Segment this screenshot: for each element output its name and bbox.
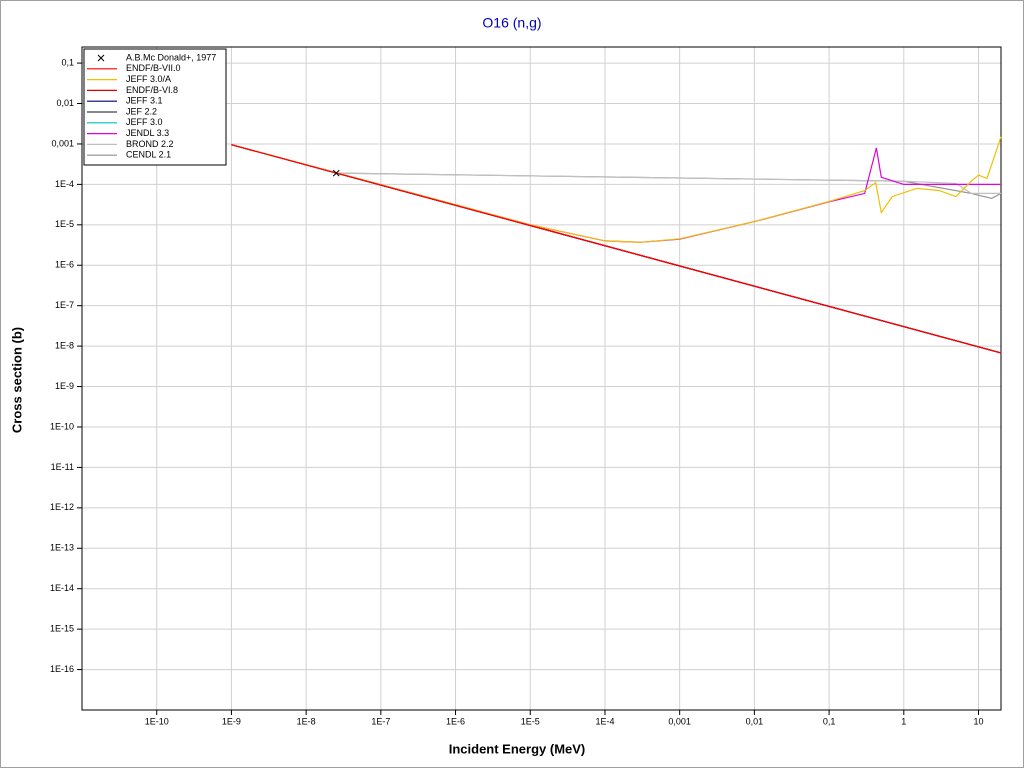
y-tick-label: 1E-9	[55, 381, 74, 391]
y-tick-label: 1E-8	[55, 340, 74, 350]
y-tick-label: 0,1	[61, 57, 74, 67]
y-tick-label: 1E-6	[55, 260, 74, 270]
legend-label: ENDF/B-VII.0	[126, 63, 181, 73]
x-tick-label: 1E-4	[595, 716, 614, 726]
x-tick-label: 1E-8	[297, 716, 316, 726]
x-tick-label: 1E-5	[521, 716, 540, 726]
y-tick-label: 1E-11	[51, 462, 74, 472]
y-tick-label: 1E-14	[50, 583, 74, 593]
x-tick-label: 0,1	[823, 716, 836, 726]
x-tick-label: 1E-9	[222, 716, 241, 726]
y-tick-label: 1E-4	[55, 179, 74, 189]
x-axis-label: Incident Energy (MeV)	[449, 741, 586, 756]
y-tick-label: 1E-12	[50, 502, 74, 512]
y-tick-label: 1E-13	[50, 543, 74, 553]
series-line	[231, 136, 1002, 243]
legend-label: JEFF 3.1	[126, 96, 163, 106]
legend-label: A.B.Mc Donald+, 1977	[126, 52, 216, 62]
x-tick-label: 0,01	[746, 716, 764, 726]
y-axis-label: Cross section (b)	[9, 327, 24, 433]
x-tick-label: 1E-7	[371, 716, 390, 726]
series-line	[336, 172, 1001, 194]
y-tick-label: 1E-16	[50, 664, 74, 674]
x-tick-label: 1E-6	[446, 716, 465, 726]
legend-label: JEF 2.2	[126, 106, 157, 116]
y-tick-label: 1E-7	[55, 300, 74, 310]
y-tick-label: 1E-10	[50, 421, 74, 431]
data-point	[97, 54, 105, 62]
legend-label: JEFF 3.0/A	[126, 74, 171, 84]
legend-label: CENDL 2.1	[126, 150, 171, 160]
x-tick-label: 0,001	[668, 716, 691, 726]
y-tick-label: 1E-5	[55, 219, 74, 229]
legend-label: JEFF 3.0	[126, 117, 163, 127]
legend-label: BROND 2.2	[126, 139, 174, 149]
y-tick-label: 1E-15	[50, 624, 74, 634]
legend-label: JENDL 3.3	[126, 128, 169, 138]
plot-border	[81, 46, 1002, 711]
x-tick-label: 10	[974, 716, 984, 726]
x-tick-label: 1	[901, 716, 906, 726]
x-tick-label: 1E-10	[145, 716, 169, 726]
series-line	[231, 144, 1002, 354]
chart-title: O16 (n,g)	[482, 15, 541, 31]
y-tick-label: 0,01	[56, 98, 74, 108]
legend-label: ENDF/B-VI.8	[126, 85, 178, 95]
data-point	[332, 169, 340, 177]
y-tick-label: 0,001	[51, 138, 74, 148]
